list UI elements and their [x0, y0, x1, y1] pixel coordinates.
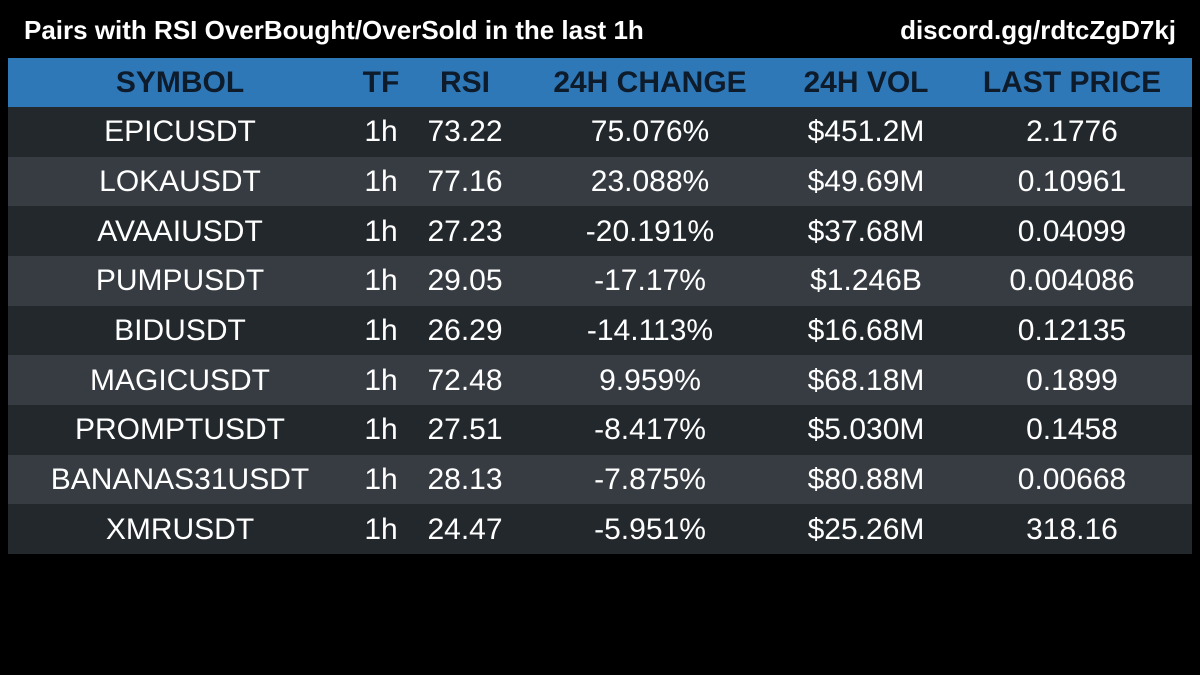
table-row: PUMPUSDT 1h 29.05 -17.17% $1.246B 0.004086 [8, 255, 1192, 306]
cell-rsi: 73.22 [427, 115, 503, 149]
column-header-last-price: LAST PRICE [982, 66, 1162, 99]
cell-24h-vol: $68.18M [807, 363, 925, 397]
cell-24h-vol: $451.2M [807, 115, 925, 149]
cell-24h-vol: $16.68M [807, 313, 925, 347]
cell-last-price: 0.004086 [1009, 264, 1135, 298]
cell-rsi: 27.23 [427, 214, 503, 248]
cell-24h-vol: $1.246B [810, 264, 922, 298]
table-row: LOKAUSDT 1h 77.16 23.088% $49.69M 0.10961 [8, 156, 1192, 207]
cell-symbol: XMRUSDT [105, 512, 255, 546]
cell-tf: 1h [364, 164, 398, 198]
cell-24h-change: -17.17% [594, 264, 706, 298]
cell-24h-vol: $80.88M [807, 462, 925, 496]
cell-tf: 1h [364, 264, 398, 298]
cell-24h-change: -20.191% [585, 214, 715, 248]
cell-rsi: 27.51 [427, 413, 503, 447]
discord-link[interactable]: discord.gg/rdtcZgD7kj [900, 15, 1176, 45]
cell-rsi: 24.47 [427, 512, 503, 546]
cell-tf: 1h [364, 214, 398, 248]
cell-last-price: 0.12135 [1017, 313, 1127, 347]
cell-symbol: AVAAIUSDT [97, 214, 263, 248]
cell-24h-change: -8.417% [594, 413, 706, 447]
cell-last-price: 0.10961 [1017, 164, 1127, 198]
column-header-tf: TF [362, 66, 400, 99]
cell-24h-change: -7.875% [594, 462, 706, 496]
cell-24h-change: -5.951% [594, 512, 706, 546]
table-row: BANANAS31USDT 1h 28.13 -7.875% $80.88M 0.0066… [8, 454, 1192, 505]
column-header-rsi: RSI [439, 66, 490, 99]
table-row: AVAAIUSDT 1h 27.23 -20.191% $37.68M 0.04099 [8, 206, 1192, 256]
cell-rsi: 28.13 [427, 462, 503, 496]
cell-rsi: 26.29 [427, 313, 503, 347]
table-row: MAGICUSDT 1h 72.48 9.959% $68.18M 0.1899 [8, 355, 1192, 405]
cell-24h-change: 23.088% [590, 164, 710, 198]
cell-tf: 1h [364, 462, 398, 496]
cell-24h-vol: $37.68M [807, 214, 925, 248]
cell-tf: 1h [364, 115, 398, 149]
table-body: EPICUSDT 1h 73.22 75.076% $451.2M 2.1776 LOKAU… [8, 107, 1192, 554]
page-title: Pairs with RSI OverBought/OverSold in th… [24, 15, 644, 45]
cell-last-price: 2.1776 [1026, 115, 1118, 149]
table-row: EPICUSDT 1h 73.22 75.076% $451.2M 2.1776 [8, 107, 1192, 157]
column-header-24h-change: 24H CHANGE [553, 66, 747, 99]
cell-24h-vol: $49.69M [807, 164, 925, 198]
cell-24h-vol: $5.030M [807, 413, 925, 447]
cell-tf: 1h [364, 363, 398, 397]
cell-tf: 1h [364, 313, 398, 347]
cell-last-price: 0.04099 [1017, 214, 1127, 248]
cell-symbol: EPICUSDT [104, 115, 256, 149]
cell-symbol: MAGICUSDT [90, 363, 270, 397]
cell-24h-change: -14.113% [586, 313, 714, 347]
cell-24h-vol: $25.26M [807, 512, 925, 546]
cell-symbol: LOKAUSDT [99, 164, 261, 198]
cell-tf: 1h [364, 512, 398, 546]
cell-symbol: PROMPTUSDT [75, 413, 285, 447]
cell-last-price: 318.16 [1026, 512, 1118, 546]
cell-rsi: 77.16 [427, 164, 503, 198]
column-header-24h-vol: 24H VOL [803, 66, 929, 99]
cell-last-price: 0.1899 [1026, 363, 1118, 397]
cell-last-price: 0.00668 [1017, 462, 1127, 496]
cell-rsi: 29.05 [427, 264, 503, 298]
table-row: XMRUSDT 1h 24.47 -5.951% $25.26M 318.16 [8, 504, 1192, 554]
table-header-row: SYMBOL TF RSI 24H CHANGE 24H VOL LAST PR… [8, 58, 1192, 107]
cell-24h-change: 9.959% [599, 363, 701, 397]
cell-24h-change: 75.076% [590, 115, 710, 149]
cell-symbol: PUMPUSDT [95, 264, 265, 298]
cell-tf: 1h [364, 413, 398, 447]
table-row: BIDUSDT 1h 26.29 -14.113% $16.68M 0.12135 [8, 305, 1192, 356]
title-bar: Pairs with RSI OverBought/OverSold in th… [0, 0, 1200, 60]
cell-symbol: BIDUSDT [114, 313, 246, 347]
table-row: PROMPTUSDT 1h 27.51 -8.417% $5.030M 0.1458 [8, 404, 1192, 455]
column-header-symbol: SYMBOL [115, 66, 245, 99]
cell-rsi: 72.48 [427, 363, 503, 397]
cell-last-price: 0.1458 [1026, 413, 1118, 447]
rsi-table: SYMBOL TF RSI 24H CHANGE 24H VOL LAST PR… [8, 58, 1192, 554]
cell-symbol: BANANAS31USDT [50, 462, 310, 496]
